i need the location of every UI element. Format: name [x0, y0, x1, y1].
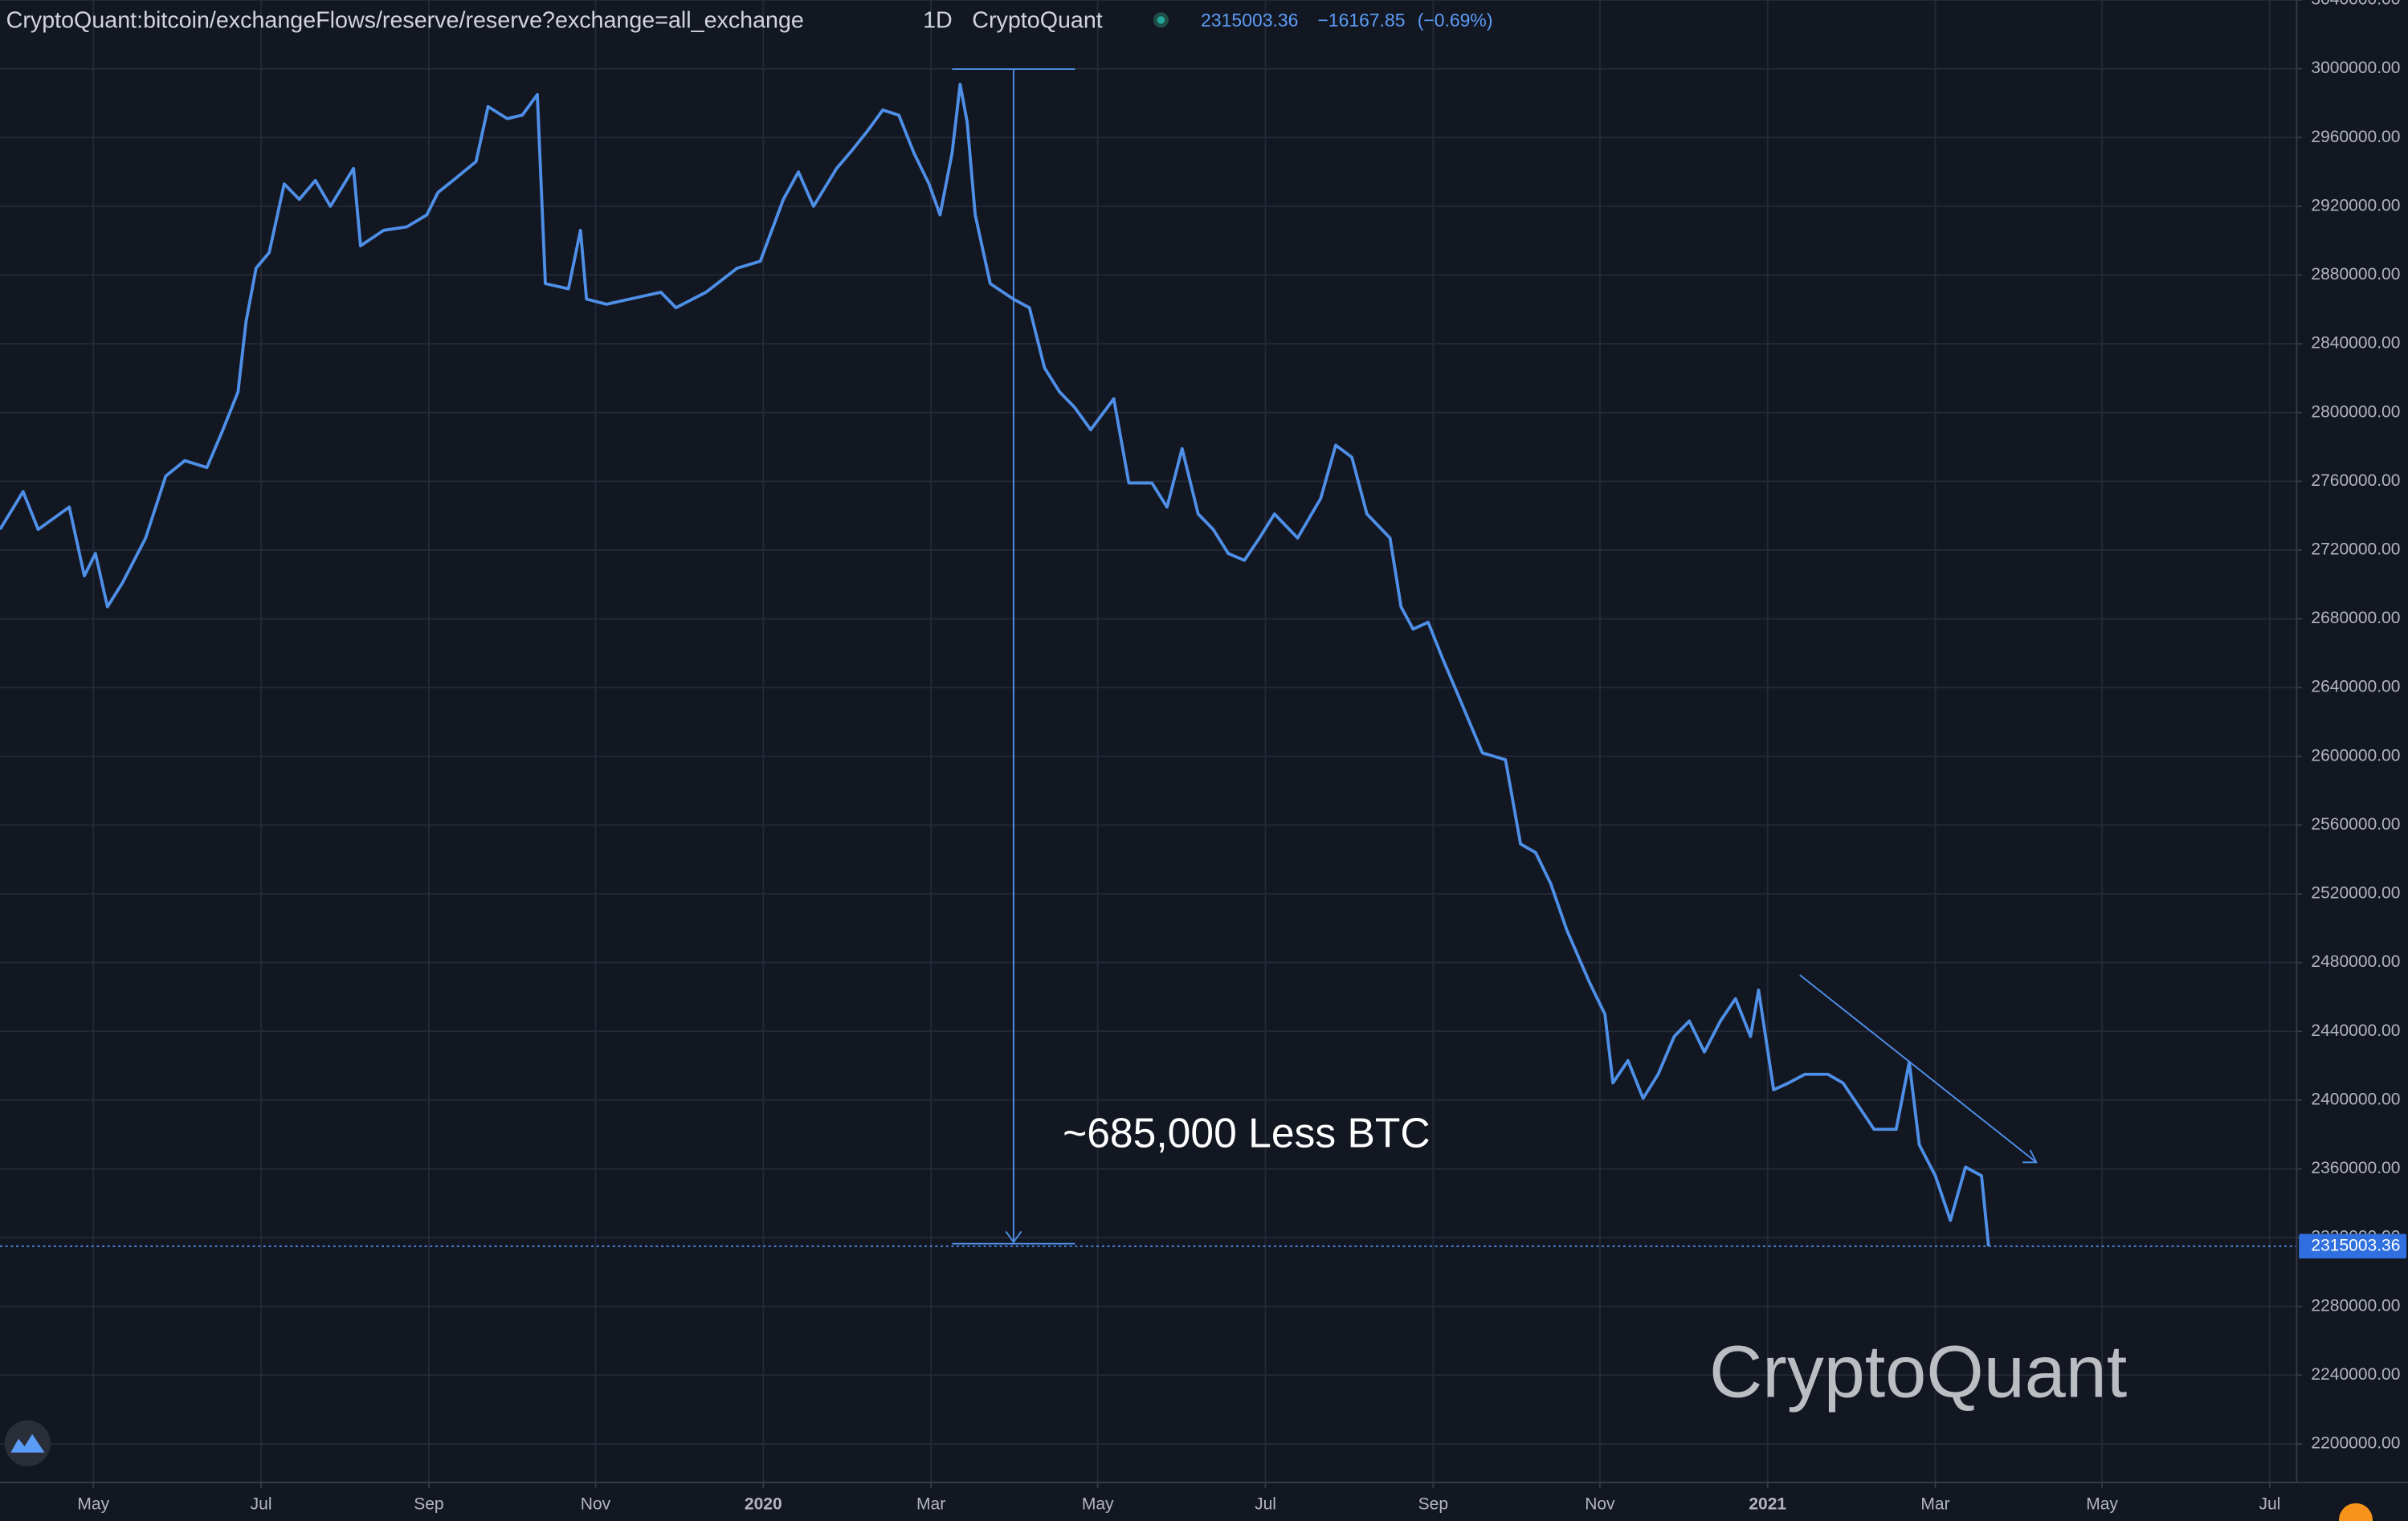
plot	[0, 82, 2296, 1247]
y-tick-label: 2560000.00	[2311, 815, 2400, 834]
price-tag	[2299, 1234, 2407, 1259]
data-line	[0, 82, 1990, 1247]
y-tick-label: 2280000.00	[2311, 1296, 2400, 1315]
watermark: CryptoQuant	[1709, 1331, 2127, 1413]
y-tick-label: 2200000.00	[2311, 1434, 2400, 1453]
x-tick-label: Jul	[2259, 1494, 2280, 1513]
y-tick-label: 2640000.00	[2311, 678, 2400, 696]
y-tick-label: 2400000.00	[2311, 1090, 2400, 1108]
grid	[0, 0, 2296, 1482]
x-tick-label: 2020	[745, 1494, 782, 1513]
y-tick-label: 2880000.00	[2311, 265, 2400, 283]
y-tick-label: 2360000.00	[2311, 1159, 2400, 1177]
y-tick-label: 2960000.00	[2311, 128, 2400, 146]
x-tick-label: May	[1082, 1494, 1114, 1513]
y-tick-label: 2840000.00	[2311, 334, 2400, 353]
x-tick-label: Jul	[251, 1494, 272, 1513]
y-tick-label: 2800000.00	[2311, 402, 2400, 421]
y-tick-label: 2760000.00	[2311, 471, 2400, 490]
trend-arrow	[1799, 974, 2038, 1164]
x-tick-label: Jul	[1255, 1494, 1276, 1513]
logo-icon	[10, 1433, 45, 1453]
y-tick-label: 2680000.00	[2311, 609, 2400, 627]
corner-badge[interactable]	[2338, 1503, 2373, 1521]
x-tick-label: Mar	[1920, 1494, 1949, 1513]
annotation: ~685,000 Less BTC	[1063, 1110, 1431, 1156]
y-tick-label: 2440000.00	[2311, 1021, 2400, 1040]
y-tick-label: 3040000.00	[2311, 0, 2400, 9]
symbol-title: CryptoQuant:bitcoin/exchangeFlows/reserv…	[6, 7, 804, 33]
measure-tool	[952, 68, 1075, 1245]
x-tick-label: Sep	[414, 1494, 443, 1513]
y-tick-label: 2600000.00	[2311, 746, 2400, 765]
x-tick-label: Sep	[1418, 1494, 1448, 1513]
y-tick-label: 2240000.00	[2311, 1365, 2400, 1384]
y-tick-label: 2720000.00	[2311, 540, 2400, 559]
x-tick-label: Mar	[916, 1494, 945, 1513]
x-tick-label: Nov	[1585, 1494, 1615, 1513]
header-last-value: 2315003.36	[1201, 10, 1298, 31]
interval: 1D	[923, 7, 953, 33]
arrow-head	[2022, 1149, 2038, 1164]
y-tick-label: 2520000.00	[2311, 884, 2400, 903]
source: CryptoQuant	[972, 7, 1103, 33]
x-tick-label: May	[2086, 1494, 2118, 1513]
y-tick-label: 3000000.00	[2311, 59, 2400, 77]
measure-arrow	[1005, 1230, 1022, 1244]
x-tick-label: May	[77, 1494, 109, 1513]
x-tick-label: Nov	[581, 1494, 611, 1513]
x-tick-label: 2021	[1749, 1494, 1786, 1513]
y-tick-label: 2480000.00	[2311, 952, 2400, 971]
trend-line	[1799, 974, 2037, 1164]
header-change-percent: (−0.69%)	[1418, 10, 1493, 31]
price-tag-label: 2315003.36	[2311, 1236, 2400, 1254]
status-dot	[1157, 16, 1165, 24]
y-tick-label: 2920000.00	[2311, 196, 2400, 214]
header-change: −16167.85	[1317, 10, 1405, 31]
